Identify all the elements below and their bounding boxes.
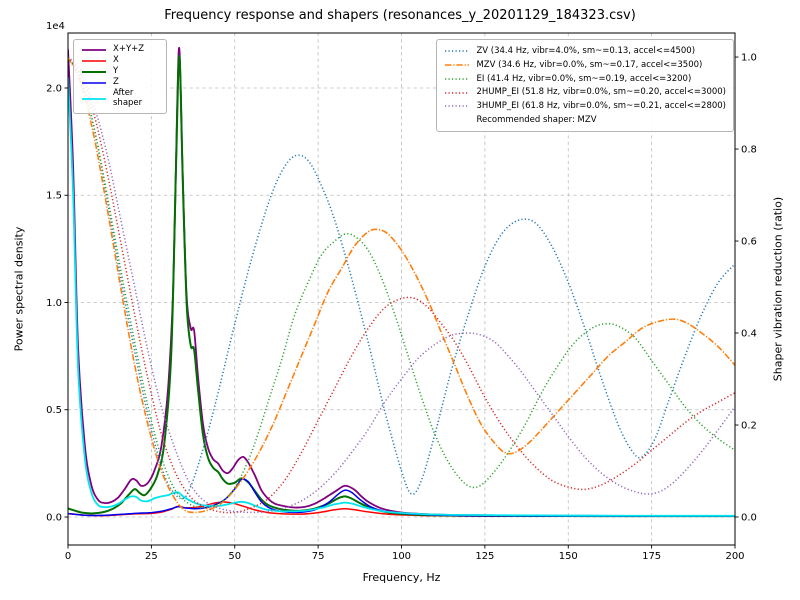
x-tick-label: 50	[228, 551, 241, 562]
legend-item-note: Recommended shaper: MZV	[444, 114, 726, 127]
series-3hump-ei	[68, 56, 735, 514]
y-left-tick-label: 1.5	[46, 191, 62, 202]
series-lines	[68, 46, 735, 518]
x-tick-label: 175	[642, 551, 661, 562]
legend-label: EI (41.4 Hz, vibr=0.0%, sm~=0.19, accel<…	[476, 73, 692, 84]
legend-item-ei: EI (41.4 Hz, vibr=0.0%, sm~=0.19, accel<…	[444, 73, 726, 86]
legend-swatch-2hump-ei	[445, 91, 470, 94]
legend-swatch-x	[82, 60, 106, 62]
y-right-tick-label: 0.6	[741, 237, 757, 248]
legend-label: Y	[113, 66, 119, 77]
legend-item-z: Z	[81, 77, 159, 88]
legend-swatch-empty	[444, 115, 470, 125]
series-zv	[68, 56, 735, 500]
legend-item-3hump-ei: 3HUMP_EI (61.8 Hz, vibr=0.0%, sm~=0.21, …	[444, 100, 726, 113]
y-left-tick-label: 0.0	[46, 512, 62, 523]
legend-swatch-x-y-z	[82, 49, 106, 51]
series-x-y-z	[68, 46, 735, 517]
y-right-tick-label: 0.8	[741, 145, 757, 156]
legend-swatch-z	[82, 82, 106, 84]
series-mzv	[68, 56, 735, 514]
x-tick-label: 150	[559, 551, 578, 562]
legend-psd: X+Y+Z X Y Z After shaper	[73, 39, 167, 114]
legend-label: MZV (34.6 Hz, vibr=0.0%, sm~=0.17, accel…	[476, 59, 703, 70]
legend-label: After shaper	[113, 88, 143, 108]
legend-swatch-after-shaper	[82, 97, 106, 100]
x-axis-label: Frequency, Hz	[362, 571, 441, 584]
legend-item-x-y-z: X+Y+Z	[81, 44, 159, 55]
legend-swatch-zv	[445, 50, 470, 53]
x-tick-label: 100	[392, 551, 411, 562]
chart-title: Frequency response and shapers (resonanc…	[164, 8, 636, 23]
y-left-tick-label: 2.0	[46, 83, 62, 94]
legend-swatch-y	[82, 71, 106, 73]
y-axis-label-right: Shaper vibration reduction (ratio)	[771, 196, 785, 382]
y-axis-label-left: Power spectral density	[12, 226, 26, 352]
legend-item-2hump-ei: 2HUMP_EI (51.8 Hz, vibr=0.0%, sm~=0.20, …	[444, 86, 726, 99]
series-after-shaper	[68, 77, 735, 517]
x-tick-label: 25	[145, 551, 158, 562]
x-tick-label: 75	[312, 551, 325, 562]
legend-item-after-shaper: After shaper	[81, 88, 159, 109]
legend-swatch-3hump-ei	[445, 105, 470, 108]
legend-label: X+Y+Z	[113, 44, 145, 55]
legend-label: 3HUMP_EI (61.8 Hz, vibr=0.0%, sm~=0.21, …	[476, 101, 726, 111]
y-right-tick-label: 0.4	[741, 329, 757, 340]
legend-item-zv: ZV (34.4 Hz, vibr=4.0%, sm~=0.13, accel<…	[444, 45, 726, 58]
legend-label: Z	[113, 77, 119, 88]
legend-item-y: Y	[81, 66, 159, 77]
legend-swatch-mzv	[445, 64, 470, 66]
x-tick-label: 200	[725, 551, 744, 562]
tick-marks	[64, 56, 739, 549]
x-tick-label: 0	[65, 551, 71, 562]
y-right-tick-label: 1.0	[741, 53, 757, 64]
legend-label: Recommended shaper: MZV	[476, 114, 597, 125]
legend-label: X	[113, 55, 119, 66]
tick-labels: 0 25 50 75 100 125 150 175 200 0.0 0.5 1.0 1.5 2.0 0.0…	[46, 53, 757, 562]
legend-label: 2HUMP_EI (51.8 Hz, vibr=0.0%, sm~=0.20, …	[476, 87, 726, 98]
y-left-tick-label: 1.0	[46, 298, 62, 309]
y-right-tick-label: 0.2	[741, 421, 757, 432]
legend-item-x: X	[81, 55, 159, 66]
y-axis-offset-label: 1e4	[46, 21, 65, 32]
legend-item-mzv: MZV (34.6 Hz, vibr=0.0%, sm~=0.17, accel…	[444, 59, 726, 72]
y-right-tick-label: 0.0	[741, 512, 757, 523]
x-tick-label: 125	[475, 551, 494, 562]
y-left-tick-label: 0.5	[46, 405, 62, 416]
legend-shapers: ZV (34.4 Hz, vibr=4.0%, sm~=0.13, accel<…	[436, 39, 734, 132]
series-x	[68, 501, 735, 518]
legend-swatch-ei	[445, 78, 470, 80]
legend-label: ZV (34.4 Hz, vibr=4.0%, sm~=0.13, accel<…	[476, 46, 696, 56]
